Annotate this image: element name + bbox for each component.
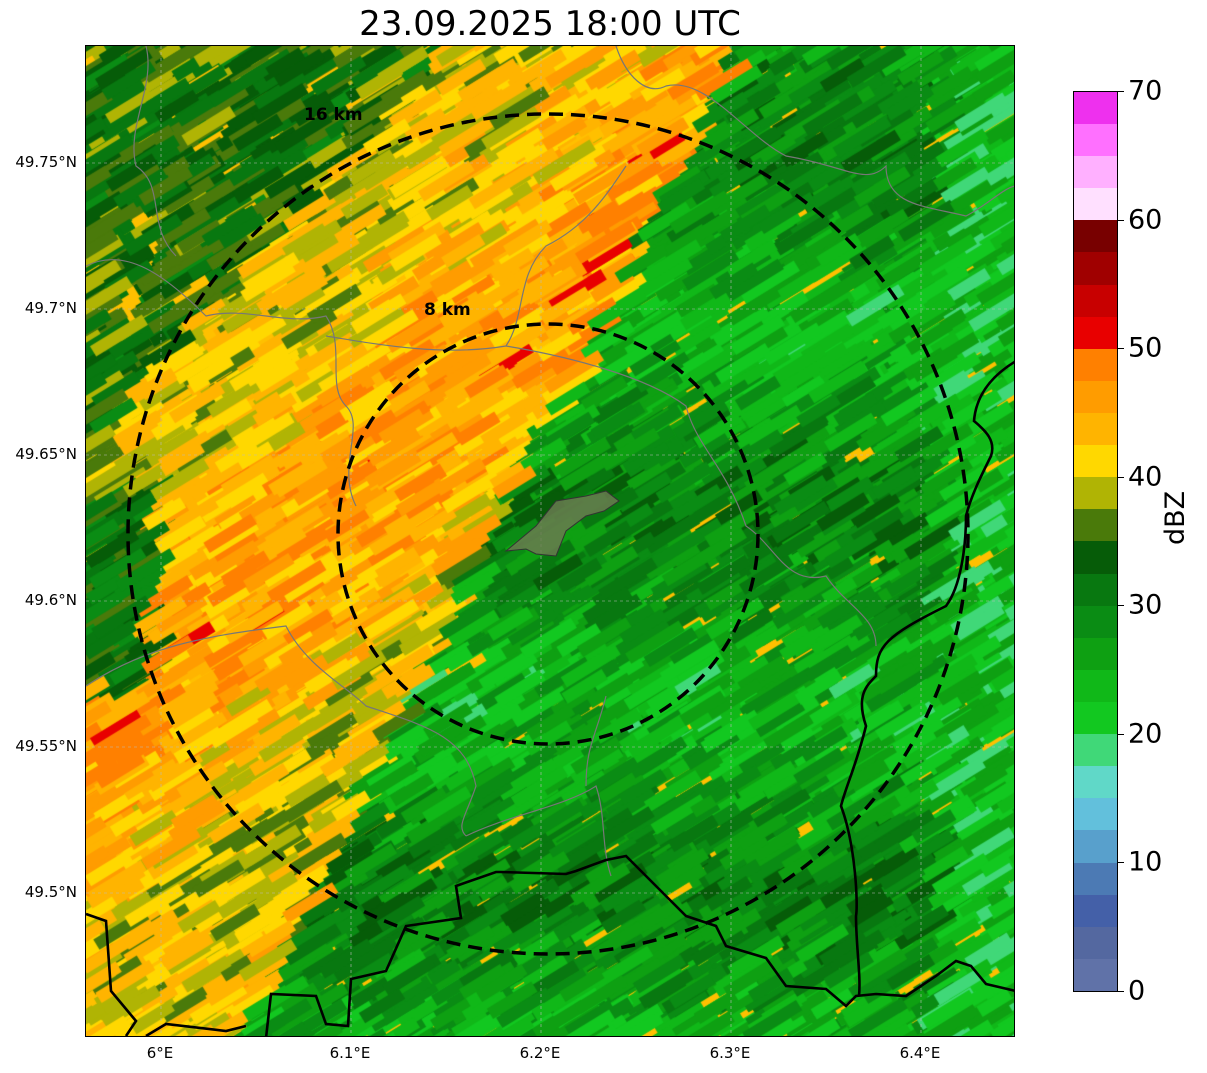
colorbar-tick-mark (1118, 991, 1124, 992)
colorbar-bin (1074, 669, 1117, 703)
colorbar-tick-label: 60 (1128, 204, 1163, 236)
colorbar-label: dBZ (1160, 490, 1191, 545)
colorbar-bin (1074, 91, 1117, 125)
city-area (504, 490, 620, 557)
y-tick-label: 49.65°N (15, 445, 77, 463)
x-tick-label: 6.4°E (899, 1044, 941, 1062)
x-tick-label: 6.1°E (329, 1044, 371, 1062)
colorbar-tick-mark (1118, 733, 1124, 735)
colorbar-tick-label: 10 (1128, 846, 1163, 878)
y-tick-label: 49.55°N (15, 737, 77, 755)
colorbar-bin (1074, 830, 1117, 863)
x-tick-label: 6.2°E (519, 1044, 561, 1062)
colorbar-bin (1074, 284, 1117, 317)
x-tick-label: 6°E (146, 1044, 174, 1062)
colorbar-bin (1074, 926, 1117, 959)
colorbar-bin (1074, 798, 1117, 831)
map-title: 23.09.2025 18:00 UTC (359, 4, 741, 44)
colorbar-bin (1074, 605, 1117, 638)
colorbar-bin (1074, 477, 1117, 510)
colorbar-tick-label: 30 (1128, 589, 1163, 621)
colorbar-bin (1074, 348, 1117, 381)
colorbar-bin (1074, 702, 1117, 735)
colorbar-bin (1074, 124, 1117, 157)
range-rings (126, 112, 970, 956)
colorbar-tick-mark (1118, 348, 1124, 350)
colorbar-tick-label: 20 (1128, 718, 1163, 750)
colorbar-bin (1074, 220, 1117, 253)
colorbar-bin (1074, 316, 1117, 349)
colorbar-bin (1074, 188, 1117, 221)
colorbar-bin (1074, 509, 1117, 542)
colorbar-bin (1074, 637, 1117, 670)
colorbar-tick-mark (1118, 605, 1124, 607)
colorbar-bin (1074, 573, 1117, 606)
colorbar-tick-mark (1118, 219, 1124, 221)
colorbar (1073, 91, 1118, 992)
range-ring-label-16km: 16 km (304, 105, 363, 125)
y-tick-label: 49.5°N (24, 883, 77, 901)
colorbar-bin (1074, 413, 1117, 446)
radar-map: 16 km 8 km (85, 45, 1015, 1037)
colorbar-bin (1074, 894, 1117, 927)
colorbar-bin (1074, 380, 1117, 414)
colorbar-bin (1074, 862, 1117, 895)
colorbar-tick-label: 40 (1128, 461, 1163, 493)
country-borders (86, 360, 1014, 1036)
colorbar-tick-label: 70 (1128, 75, 1163, 107)
y-tick-label: 49.75°N (15, 153, 77, 171)
colorbar-bin (1074, 766, 1117, 799)
range-ring-8km (336, 322, 760, 746)
colorbar-bin (1074, 958, 1117, 991)
colorbar-bin (1074, 541, 1117, 574)
colorbar-tick-mark (1118, 91, 1124, 92)
colorbar-bin (1074, 156, 1117, 189)
colorbar-tick-mark (1118, 862, 1124, 864)
map-overlay: 16 km 8 km (86, 46, 1014, 1036)
range-ring-16km (126, 112, 970, 956)
colorbar-tick-label: 0 (1128, 975, 1146, 1007)
colorbar-bin (1074, 445, 1117, 478)
commune-boundaries (86, 46, 1014, 877)
x-tick-label: 6.3°E (709, 1044, 751, 1062)
colorbar-bin (1074, 734, 1117, 767)
y-tick-label: 49.6°N (24, 591, 77, 609)
colorbar-tick-label: 50 (1128, 332, 1163, 364)
colorbar-tick-mark (1118, 476, 1124, 478)
colorbar-bin (1074, 252, 1117, 285)
range-ring-label-8km: 8 km (424, 300, 471, 320)
y-tick-label: 49.7°N (24, 299, 77, 317)
